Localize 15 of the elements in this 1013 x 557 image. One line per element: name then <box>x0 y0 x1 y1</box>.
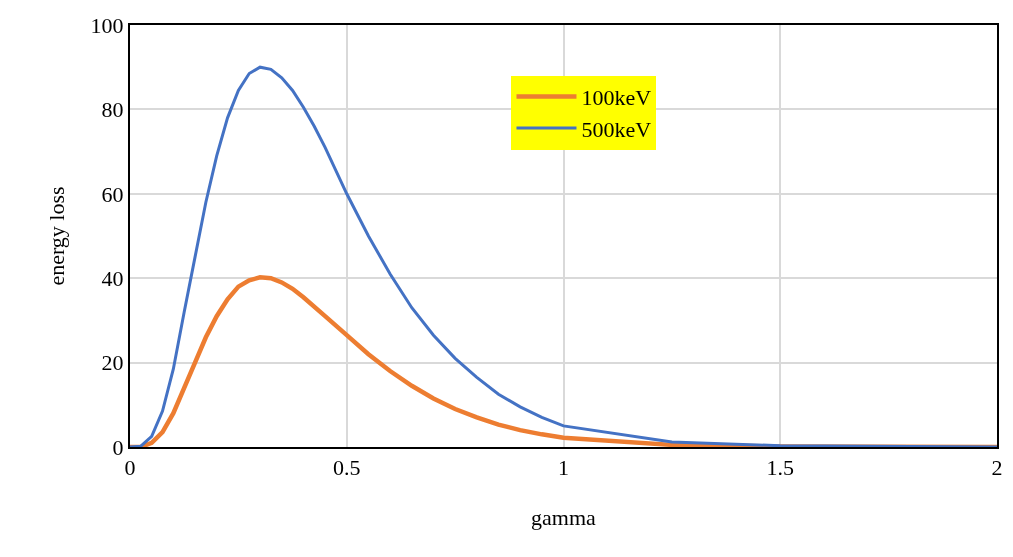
x-tick-label: 1.5 <box>766 455 794 481</box>
x-tick-label: 0.5 <box>333 455 361 481</box>
y-axis-title: energy loss <box>43 186 69 286</box>
x-tick-label: 1 <box>558 455 569 481</box>
y-tick-label: 40 <box>101 265 124 291</box>
line-series <box>130 65 997 447</box>
y-tick-label: 60 <box>101 181 124 207</box>
x-tick-label: 2 <box>991 455 1003 481</box>
y-tick-label: 100 <box>90 12 124 38</box>
legend-label: 500keV <box>581 116 652 142</box>
y-tick-label: 20 <box>101 350 124 376</box>
y-tick-label: 0 <box>112 434 124 460</box>
legend-label: 100keV <box>581 85 652 111</box>
y-tick-label: 80 <box>101 97 124 123</box>
x-axis-title: gamma <box>531 504 597 530</box>
